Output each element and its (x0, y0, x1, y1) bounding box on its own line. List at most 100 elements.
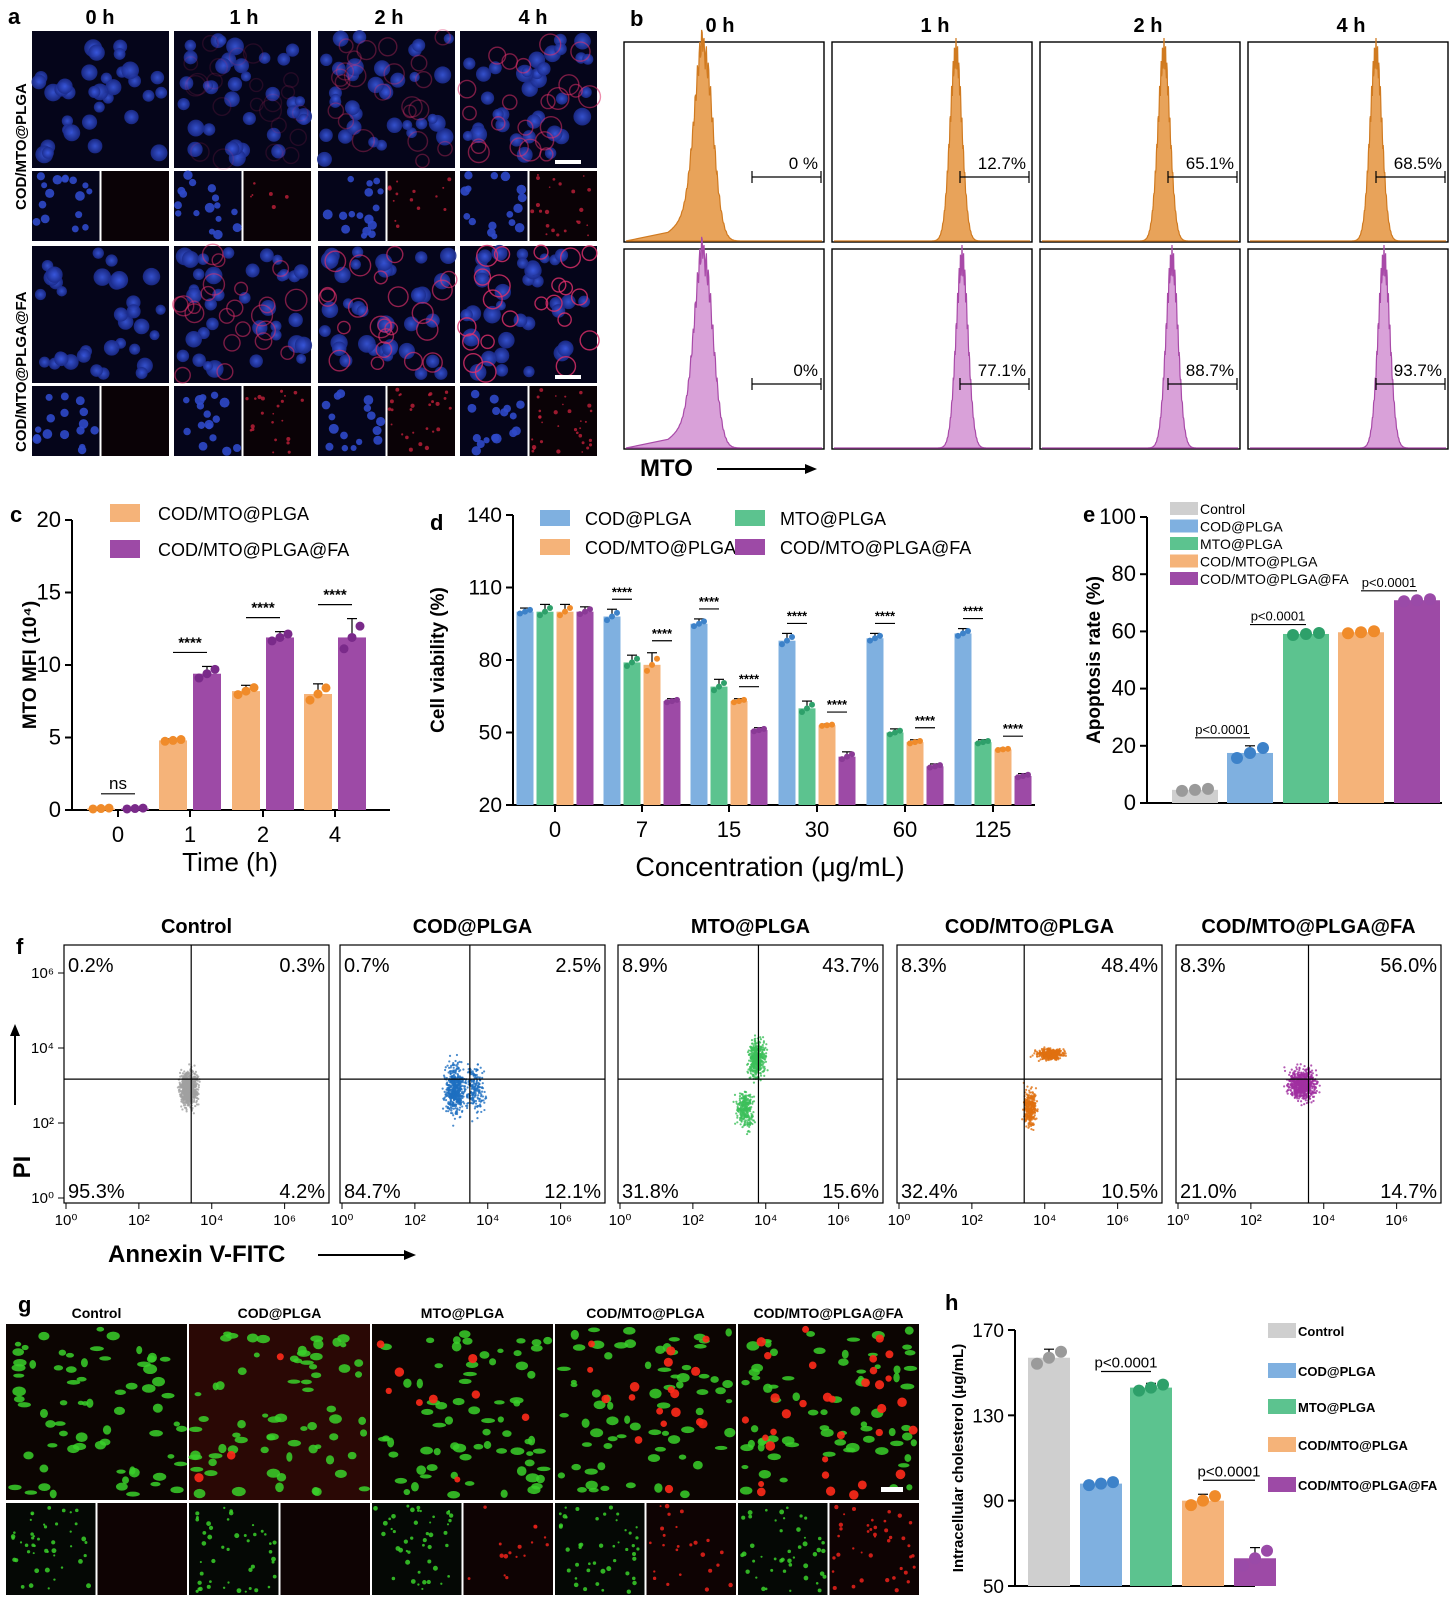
event-dot (736, 1103, 739, 1106)
nucleus (36, 172, 45, 181)
legend-swatch (735, 539, 765, 555)
membrane-signal (211, 253, 226, 268)
event-dot (1038, 1050, 1042, 1053)
data-point (267, 636, 277, 646)
nucleus (481, 350, 497, 367)
nucleus (277, 52, 291, 66)
y-tick-label: 20 (479, 794, 502, 817)
live-cell (250, 1564, 255, 1569)
mto-axis-label: MTO (640, 455, 693, 482)
nucleus (133, 318, 150, 335)
event-dot (1296, 1099, 1300, 1103)
data-point (522, 608, 528, 615)
event-dot (1310, 1069, 1314, 1072)
event-dot (188, 1079, 191, 1082)
membrane-signal (223, 334, 241, 352)
red-signal (250, 424, 255, 429)
live-cell (49, 1489, 57, 1499)
dead-cell (276, 1353, 284, 1361)
bar (954, 633, 972, 805)
membrane-signal (414, 71, 433, 89)
event-dot (474, 1086, 477, 1089)
nucleus (179, 76, 194, 90)
x-tick-label: 60 (893, 817, 917, 842)
y-axis-label: Intracellular cholesterol (μg/mL) (950, 1344, 967, 1572)
membrane-signal (280, 345, 295, 360)
live-cell (126, 1491, 140, 1497)
event-dot (458, 1106, 462, 1109)
event-dot (444, 1099, 448, 1102)
live-cell (302, 1387, 314, 1393)
nucleus (32, 434, 42, 444)
nucleus (368, 136, 379, 148)
event-dot (1312, 1082, 1315, 1086)
nucleus (184, 39, 197, 52)
membrane-signal (212, 148, 235, 170)
event-dot (1027, 1105, 1030, 1108)
live-cell (354, 1371, 363, 1378)
significance-label: **** (699, 594, 720, 609)
event-dot (1315, 1089, 1318, 1093)
membrane-signal (463, 352, 484, 374)
y-axis-label: Cell viability (%) (428, 587, 449, 733)
scale-bar (555, 160, 581, 164)
membrane-signal (570, 41, 591, 62)
legend-label: COD/MTO@PLGA@FA (1200, 571, 1349, 587)
legend-label: COD@PLGA (585, 509, 691, 529)
event-dot (197, 1097, 200, 1101)
nucleus (208, 228, 215, 235)
membrane-signal (347, 297, 369, 318)
red-signal (394, 219, 397, 222)
event-dot (746, 1130, 749, 1133)
nucleus (60, 408, 69, 418)
nucleus (207, 184, 217, 193)
event-dot (188, 1063, 191, 1066)
event-dot (182, 1099, 185, 1102)
nucleus (414, 367, 428, 380)
event-dot (457, 1067, 460, 1070)
x-axis-label: Concentration (μg/mL) (635, 852, 904, 882)
event-dot (1286, 1083, 1289, 1086)
red-signal (268, 192, 273, 196)
y-tick-label: 40 (1112, 676, 1136, 701)
data-point (321, 683, 331, 693)
nucleus (38, 356, 51, 368)
event-dot (462, 1068, 465, 1071)
y-tick-label: 100 (1099, 504, 1136, 529)
nucleus (516, 400, 525, 409)
nucleus (493, 347, 510, 364)
legend-swatch (1268, 1323, 1296, 1338)
event-dot (748, 1065, 752, 1069)
data-point (965, 628, 971, 634)
green-channel-image (189, 1503, 279, 1595)
red-signal (405, 435, 409, 440)
red-signal (442, 186, 445, 189)
membrane-signal (324, 250, 347, 273)
red-signal (536, 173, 539, 177)
x-tick-label: 10⁶ (1385, 1212, 1408, 1229)
event-dot (450, 1109, 453, 1112)
nucleus (402, 120, 413, 131)
live-cell (271, 1560, 275, 1564)
event-dot (753, 1056, 756, 1059)
event-dot (194, 1070, 198, 1074)
nucleus (87, 138, 103, 154)
data-point (1355, 626, 1367, 639)
histogram-frame (831, 41, 1033, 243)
y-tick-label: 0 (49, 797, 61, 822)
quadrant-ur: 43.7% (822, 955, 879, 977)
time-label: 1 h (921, 15, 950, 37)
event-dot (194, 1104, 197, 1108)
bar (603, 616, 621, 805)
nucleus (580, 86, 592, 98)
event-dot (447, 1094, 450, 1097)
event-dot (749, 1120, 752, 1124)
event-dot (481, 1076, 484, 1079)
event-dot (1029, 1055, 1032, 1058)
quadrant-ul: 8.3% (901, 955, 947, 977)
bar (690, 623, 708, 805)
event-dot (1029, 1114, 1033, 1117)
live-cell (53, 1554, 56, 1557)
event-dot (186, 1070, 189, 1073)
data-point (696, 620, 702, 627)
